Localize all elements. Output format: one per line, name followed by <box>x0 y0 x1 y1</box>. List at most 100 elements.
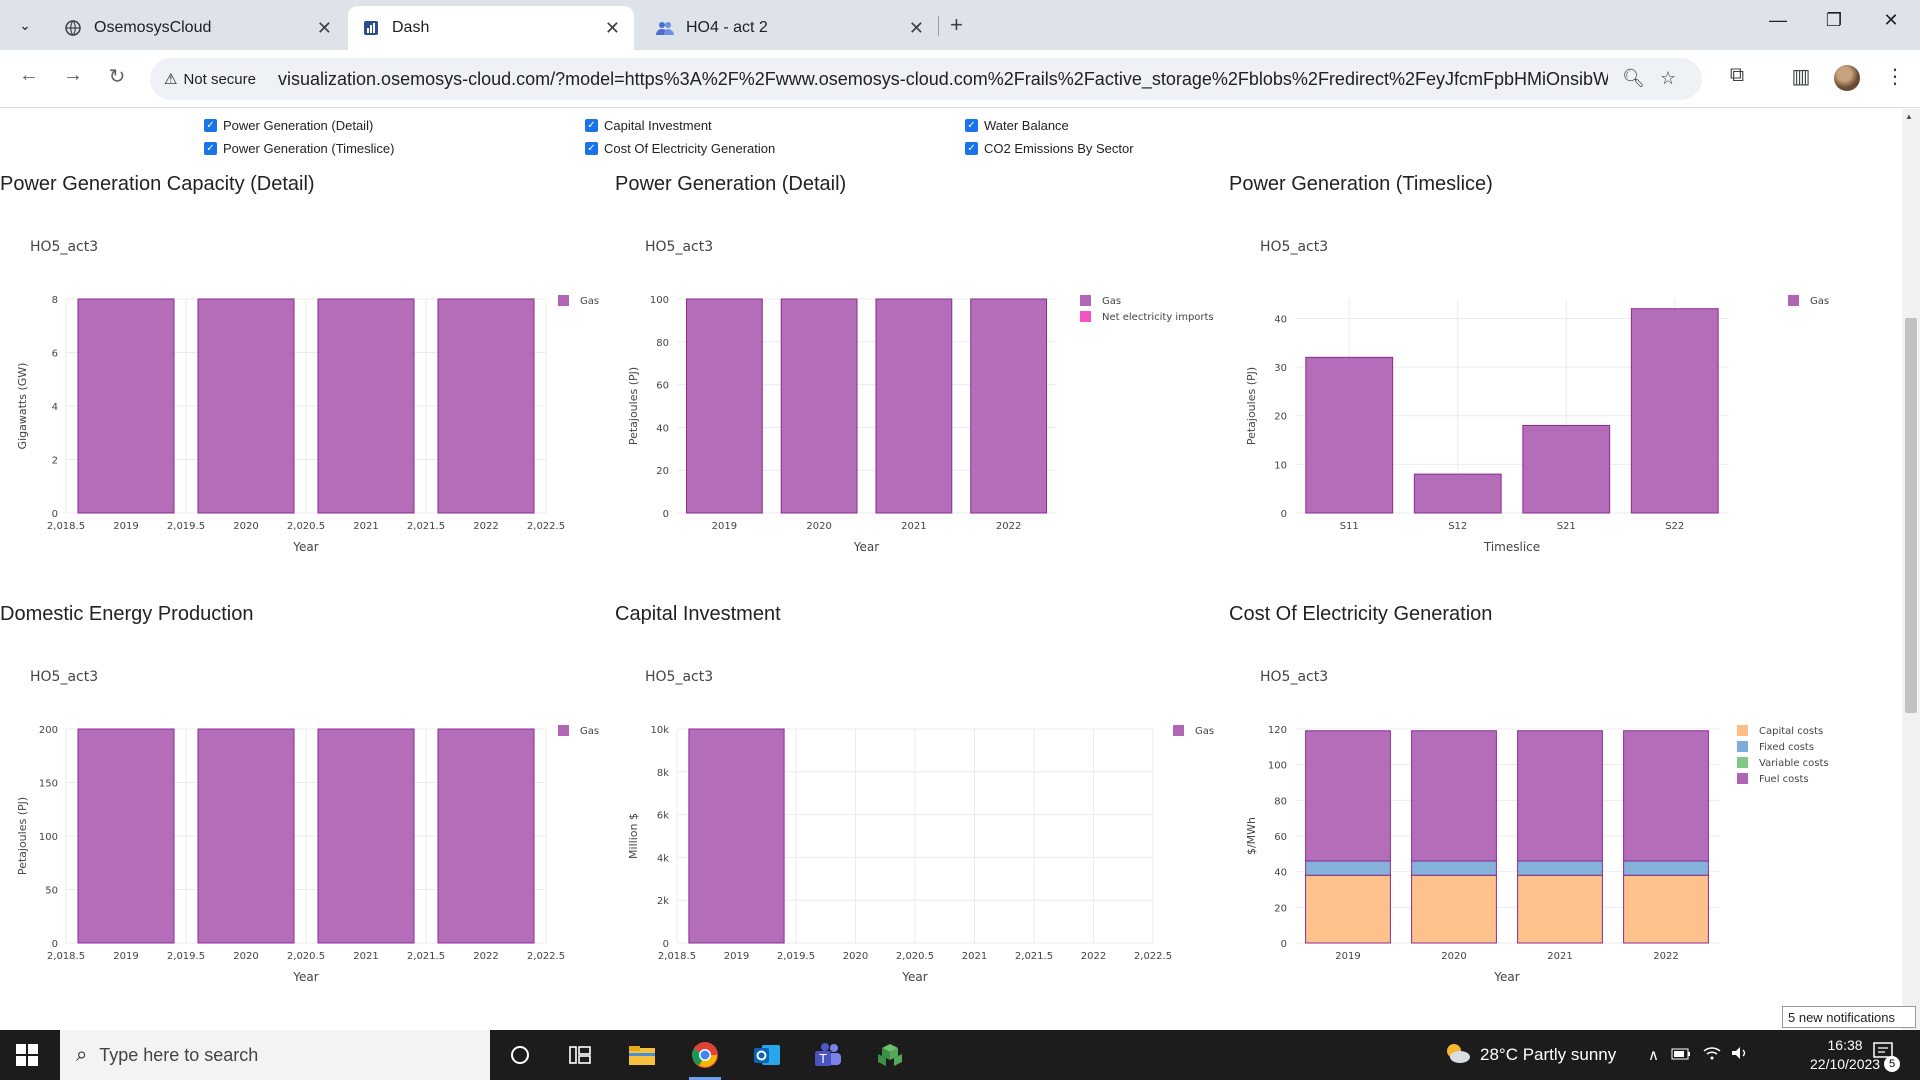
section-title: Power Generation (Detail) <box>615 173 847 195</box>
cortana-icon[interactable] <box>498 1038 542 1072</box>
close-tab-icon[interactable]: ✕ <box>604 18 620 38</box>
outlook-icon[interactable] <box>745 1038 789 1072</box>
x-tick-label: 2,018.5 <box>47 521 85 532</box>
legend-label: Net electricity imports <box>1102 312 1214 323</box>
checkbox-power-generation-timeslice[interactable]: ✓ Power Generation (Timeslice) <box>204 141 394 156</box>
legend-label: Gas <box>1102 296 1121 307</box>
x-tick-label: S11 <box>1340 521 1359 532</box>
x-tick-label: 2019 <box>712 521 737 532</box>
checkbox-checked-icon[interactable]: ✓ <box>585 142 598 155</box>
legend-swatch <box>558 725 569 736</box>
x-tick-label: 2022 <box>473 951 498 962</box>
x-tick-label: 2021 <box>353 521 378 532</box>
x-tick-label: 2022 <box>996 521 1021 532</box>
bar <box>317 298 415 514</box>
y-tick-label: 0 <box>1281 939 1287 950</box>
extensions-icon[interactable]: ⧉ <box>1729 64 1745 86</box>
x-tick-label: 2020 <box>1441 951 1466 962</box>
x-tick-label: 2,018.5 <box>658 951 696 962</box>
battery-icon[interactable] <box>1671 1047 1691 1064</box>
security-indicator[interactable]: ⚠ Not secure <box>164 70 266 89</box>
checkbox-checked-icon[interactable]: ✓ <box>585 119 598 132</box>
checkbox-water-balance[interactable]: ✓ Water Balance <box>965 118 1069 133</box>
bar <box>1305 874 1391 944</box>
wifi-icon[interactable] <box>1703 1046 1721 1064</box>
checkbox-cost-of-electricity[interactable]: ✓ Cost Of Electricity Generation <box>585 141 775 156</box>
x-tick-label: 2,019.5 <box>777 951 815 962</box>
back-button[interactable]: ← <box>19 64 39 86</box>
notifications-button[interactable]: 5 <box>1866 1042 1902 1072</box>
weather-widget[interactable]: 28°C Partly sunny <box>1442 1030 1616 1080</box>
checkbox-co2-emissions[interactable]: ✓ CO2 Emissions By Sector <box>965 141 1134 156</box>
new-tab-button[interactable]: + <box>950 12 963 37</box>
x-tick-label: 2021 <box>962 951 987 962</box>
y-tick-label: 4k <box>657 853 669 864</box>
svg-text:T: T <box>818 1052 827 1066</box>
reload-button[interactable]: ↻ <box>108 66 126 88</box>
minimize-button[interactable]: — <box>1769 10 1787 30</box>
x-tick-label: 2019 <box>113 951 138 962</box>
y-axis-label: Petajoules (PJ) <box>1245 367 1258 445</box>
windows-start-icon[interactable] <box>16 1044 38 1066</box>
chart-title: HO5_act3 <box>1260 669 1328 685</box>
tab-osemosyscloud[interactable]: OsemosysCloud ✕ <box>50 6 346 50</box>
app-cubes-icon[interactable] <box>868 1038 912 1072</box>
checkbox-power-generation-detail[interactable]: ✓ Power Generation (Detail) <box>204 118 373 133</box>
restore-button[interactable]: ❐ <box>1825 10 1843 30</box>
close-window-button[interactable]: ✕ <box>1883 10 1899 30</box>
zoom-icon[interactable]: 🔍︎ <box>1622 68 1645 88</box>
y-tick-label: 4 <box>52 402 58 413</box>
bar <box>1623 730 1709 862</box>
taskbar-clock[interactable]: 16:38 22/10/2023 <box>1810 1036 1880 1074</box>
file-explorer-icon[interactable] <box>620 1038 664 1072</box>
tab-title: HO4 - act 2 <box>686 19 768 36</box>
y-tick-label: 20 <box>1274 412 1287 423</box>
bar <box>875 298 953 514</box>
avatar[interactable] <box>1834 65 1860 91</box>
forward-button[interactable]: → <box>63 64 83 86</box>
legend-swatch <box>1737 741 1748 752</box>
checkbox-capital-investment[interactable]: ✓ Capital Investment <box>585 118 712 133</box>
x-tick-label: 2,021.5 <box>1015 951 1053 962</box>
chevron-up-icon[interactable]: ∧ <box>1648 1047 1659 1064</box>
tab-search-dropdown-button[interactable]: ⌄ <box>19 16 31 33</box>
legend-swatch <box>1737 725 1748 736</box>
y-tick-label: 40 <box>1274 314 1287 325</box>
bar <box>1517 874 1603 944</box>
more-menu-icon[interactable]: ⋮ <box>1885 66 1905 88</box>
tab-dash[interactable]: Dash ✕ <box>348 6 634 50</box>
side-panel-icon[interactable]: ▥ <box>1791 66 1811 88</box>
y-tick-label: 120 <box>1268 725 1287 736</box>
tab-ho4-act2[interactable]: HO4 - act 2 ✕ <box>642 6 938 50</box>
close-tab-icon[interactable]: ✕ <box>908 18 924 38</box>
checkbox-checked-icon[interactable]: ✓ <box>204 119 217 132</box>
scrollbar-thumb[interactable] <box>1905 318 1917 713</box>
scroll-up-icon[interactable]: ▲ <box>1905 112 1913 121</box>
y-tick-label: 100 <box>39 832 58 843</box>
checkbox-checked-icon[interactable]: ✓ <box>204 142 217 155</box>
volume-icon[interactable] <box>1731 1046 1749 1064</box>
checkbox-checked-icon[interactable]: ✓ <box>965 142 978 155</box>
close-tab-icon[interactable]: ✕ <box>316 18 332 38</box>
bar <box>688 728 785 944</box>
legend-swatch <box>1788 295 1799 306</box>
notification-popup[interactable]: 5 new notifications <box>1782 1006 1916 1028</box>
legend-swatch <box>558 295 569 306</box>
bar <box>1517 730 1603 862</box>
x-tick-label: 2020 <box>806 521 831 532</box>
bar <box>437 728 535 944</box>
address-bar[interactable]: ⚠ Not secure visualization.osemosys-clou… <box>150 58 1702 100</box>
dashboard-page: ✓ Power Generation (Detail) ✓ Power Genera… <box>0 109 1920 1030</box>
x-axis-label: Year <box>292 970 318 984</box>
checkbox-checked-icon[interactable]: ✓ <box>965 119 978 132</box>
task-view-icon[interactable] <box>558 1038 602 1072</box>
bookmark-star-icon[interactable]: ☆ <box>1660 68 1677 88</box>
chrome-icon[interactable] <box>683 1038 727 1080</box>
x-axis-label: Year <box>853 540 879 554</box>
teams-icon[interactable]: T <box>806 1038 850 1072</box>
y-tick-label: 0 <box>52 939 58 950</box>
url-text[interactable]: visualization.osemosys-cloud.com/?model=… <box>278 68 1608 89</box>
taskbar-search-box[interactable]: ⌕ Type here to search <box>60 1030 490 1080</box>
y-tick-label: 0 <box>52 509 58 520</box>
section-title: Power Generation (Timeslice) <box>1229 173 1493 195</box>
